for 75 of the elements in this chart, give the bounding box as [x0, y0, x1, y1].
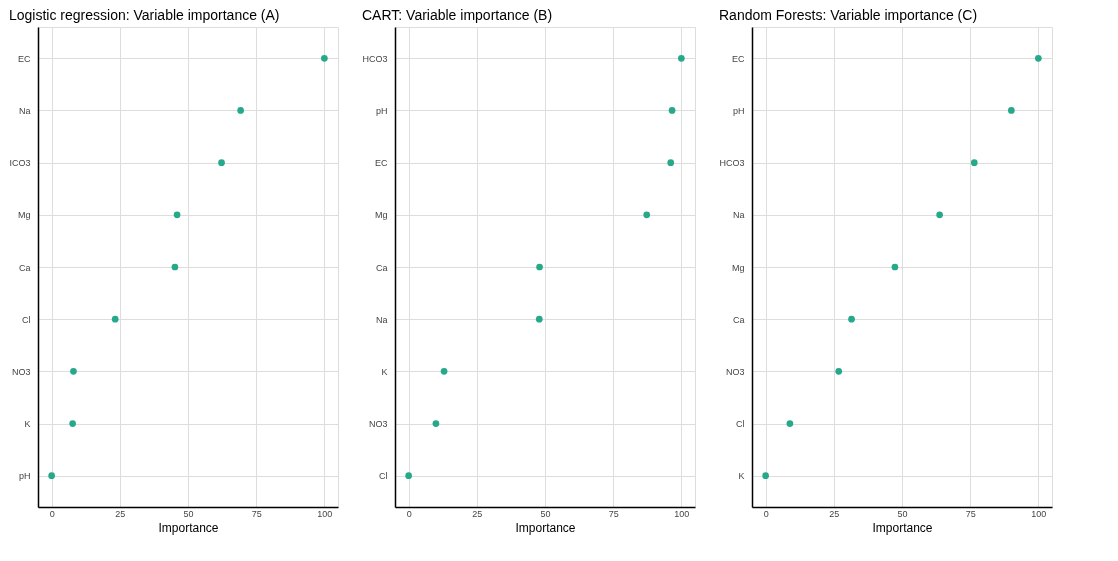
point	[405, 472, 412, 480]
y-tick-label: Mg	[731, 262, 745, 273]
y-tick-label: NO3	[368, 419, 388, 430]
point	[218, 159, 225, 166]
point	[535, 315, 543, 323]
x-tick-label: 0	[763, 508, 769, 519]
x-tick-label: 75	[608, 508, 619, 519]
point	[891, 263, 899, 271]
y-tick-label: Ca	[18, 262, 31, 273]
y-tick-label: Na	[18, 105, 31, 116]
y-tick-label: HCO3	[362, 53, 388, 64]
y-tick-label: EC	[731, 53, 745, 64]
x-tick-label: 25	[115, 508, 126, 519]
y-tick-label: NO3	[725, 366, 745, 377]
x-tick-label: 100	[317, 508, 333, 519]
y-tick-label: NO3	[11, 366, 31, 377]
point	[835, 368, 843, 375]
y-tick-label: Ca	[732, 314, 745, 325]
x-tick-label: 0	[49, 508, 55, 519]
y-tick-label: EC	[17, 53, 31, 64]
chart-title: CART: Variable importance (B)	[362, 7, 553, 23]
chart-title: Logistic regression: Variable importance (A)	[8, 7, 280, 23]
y-tick-label: K	[381, 366, 388, 377]
point	[237, 107, 244, 114]
x-axis-title: Importance	[158, 520, 219, 535]
point	[321, 54, 328, 62]
y-tick-label: K	[24, 419, 31, 430]
point	[69, 420, 76, 427]
point	[48, 472, 55, 480]
y-tick-label: Ca	[375, 262, 388, 273]
point	[173, 211, 181, 219]
y-tick-label: Mg	[17, 210, 31, 221]
x-tick-label: 25	[829, 508, 840, 519]
y-tick-label: pH	[375, 105, 388, 116]
y-tick-label: Cl	[22, 314, 31, 325]
point	[1008, 107, 1015, 114]
point	[171, 263, 179, 271]
y-tick-label: pH	[732, 105, 745, 116]
point	[536, 263, 543, 271]
point	[786, 420, 794, 427]
point	[848, 315, 855, 323]
point	[762, 472, 769, 480]
point	[70, 368, 77, 375]
y-tick-label: K	[738, 471, 745, 482]
point	[667, 159, 675, 166]
x-tick-label: 50	[183, 508, 194, 519]
y-tick-label: EC	[374, 158, 388, 169]
x-tick-label: 0	[406, 508, 412, 519]
y-tick-label: HCO3	[719, 158, 745, 169]
point	[678, 54, 685, 62]
chart-title: Random Forests: Variable importance (C)	[719, 7, 978, 23]
x-tick-label: 100	[674, 508, 690, 519]
point	[1035, 54, 1042, 62]
x-tick-label: 75	[965, 508, 976, 519]
y-tick-label: ICO3	[9, 158, 31, 169]
y-tick-label: Cl	[379, 471, 388, 482]
x-tick-label: 50	[897, 508, 908, 519]
point	[668, 107, 676, 114]
x-axis-title: Importance	[515, 520, 576, 535]
x-tick-label: 75	[251, 508, 262, 519]
y-tick-label: pH	[18, 471, 31, 482]
point	[970, 159, 978, 166]
y-tick-label: Mg	[374, 210, 388, 221]
y-tick-label: Na	[375, 314, 388, 325]
x-tick-label: 25	[472, 508, 483, 519]
y-tick-label: Na	[732, 210, 745, 221]
x-tick-label: 100	[1031, 508, 1047, 519]
point	[440, 368, 448, 375]
point	[432, 420, 440, 427]
point	[643, 211, 651, 219]
y-tick-label: Cl	[736, 419, 745, 430]
x-axis-title: Importance	[872, 520, 933, 535]
x-tick-label: 50	[540, 508, 551, 519]
point	[936, 211, 943, 219]
point	[111, 315, 119, 323]
